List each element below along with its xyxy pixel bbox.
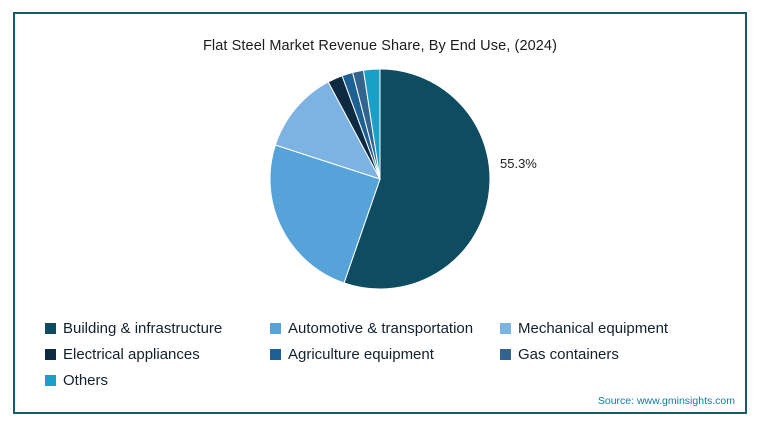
legend-swatch <box>500 349 511 360</box>
pie-slice-mechanical-equipment <box>274 81 382 180</box>
legend-item: Gas containers <box>500 346 745 363</box>
source-credit: Source: www.gminsights.com <box>597 395 735 407</box>
pie-data-label: 55.3% <box>500 156 537 171</box>
legend-swatch <box>45 323 56 334</box>
legend-swatch <box>45 375 56 386</box>
legend-item: Electrical appliances <box>45 346 270 363</box>
legend-swatch <box>270 349 281 360</box>
pie-slice-building-infrastructure <box>343 68 491 290</box>
legend-item: Others <box>45 372 270 389</box>
legend-item: Agriculture equipment <box>270 346 500 363</box>
legend-item: Building & infrastructure <box>45 320 270 337</box>
legend-label: Automotive & transportation <box>288 320 474 337</box>
legend-label: Others <box>63 372 109 389</box>
chart-title: Flat Steel Market Revenue Share, By End … <box>202 38 558 54</box>
legend-label: Mechanical equipment <box>518 320 669 337</box>
pie-slice-others <box>362 68 381 180</box>
legend-item: Automotive & transportation <box>270 320 500 337</box>
legend-label: Building & infrastructure <box>63 320 223 337</box>
legend-swatch <box>270 323 281 334</box>
pie-wrap <box>265 64 495 294</box>
legend-label: Agriculture equipment <box>288 346 434 363</box>
chart-card: Flat Steel Market Revenue Share, By End … <box>13 12 747 414</box>
legend-item: Mechanical equipment <box>500 320 745 337</box>
pie-chart <box>269 68 491 290</box>
pie-slice-automotive-transportation <box>269 144 381 284</box>
legend-label: Electrical appliances <box>63 346 200 363</box>
legend: Building & infrastructure Automotive & tr… <box>45 320 745 389</box>
legend-label: Gas containers <box>518 346 619 363</box>
legend-swatch <box>45 349 56 360</box>
chart-area: 55.3% <box>15 64 745 314</box>
legend-swatch <box>500 323 511 334</box>
